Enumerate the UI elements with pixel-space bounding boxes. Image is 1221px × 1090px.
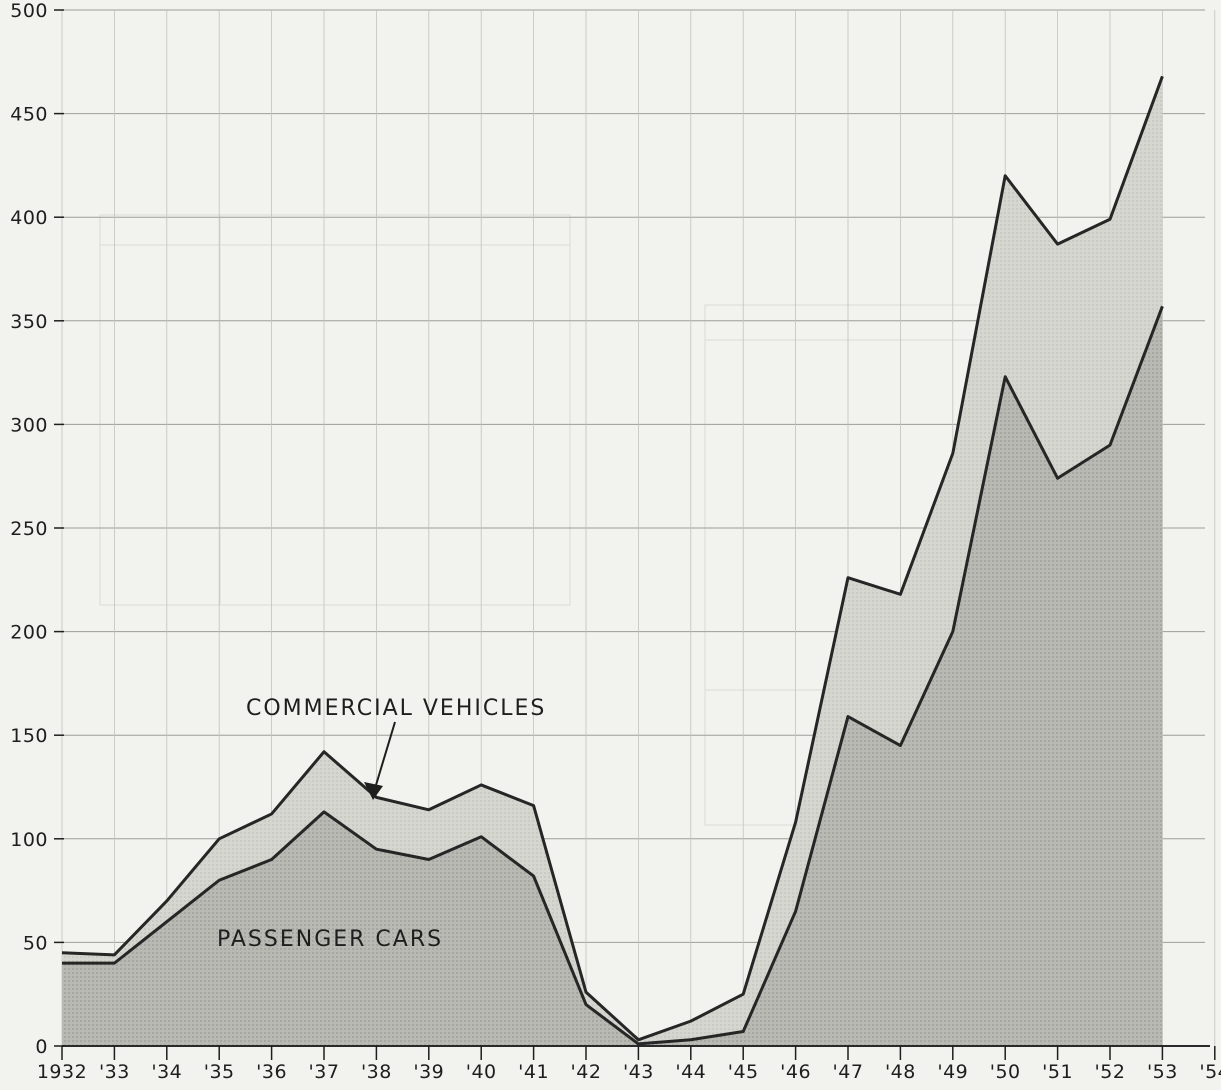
x-tick-label: '38 [361, 1061, 392, 1083]
x-tick-label: '45 [728, 1061, 759, 1083]
x-tick-label: '35 [204, 1061, 235, 1083]
x-tick-label: '42 [571, 1061, 602, 1083]
x-tick-label: '49 [937, 1061, 968, 1083]
y-tick-label: 50 [23, 932, 48, 954]
x-tick-label: '36 [256, 1061, 287, 1083]
y-axis-ticks: 0 50 100 150 200 250 300 350 400 450 500 [10, 0, 64, 1058]
passenger-cars-area [62, 306, 1163, 1046]
commercial-vehicles-line [61, 75, 1164, 1042]
x-tick-label: '40 [466, 1061, 497, 1083]
x-tick-label: '37 [309, 1061, 340, 1083]
y-tick-label: 0 [35, 1036, 48, 1058]
passenger-cars-label: PASSENGER CARS [217, 927, 443, 952]
y-tick-label: 350 [10, 311, 48, 333]
y-tick-label: 200 [10, 622, 48, 644]
y-tick-label: 100 [10, 829, 48, 851]
x-tick-label: '39 [413, 1061, 444, 1083]
y-tick-label: 400 [10, 207, 48, 229]
y-tick-label: 300 [10, 414, 48, 436]
commercial-vehicles-label: COMMERCIAL VEHICLES [246, 696, 546, 721]
x-tick-label: '51 [1042, 1061, 1073, 1083]
x-tick-label: '48 [885, 1061, 916, 1083]
x-tick-label: '41 [518, 1061, 549, 1083]
x-tick-label: '50 [990, 1061, 1021, 1083]
x-tick-label: '44 [675, 1061, 706, 1083]
passenger-cars-line [62, 305, 1164, 1046]
x-tick-label: '46 [780, 1061, 811, 1083]
x-tick-label: '53 [1147, 1061, 1178, 1083]
area-fills [62, 76, 1163, 1046]
x-tick-label: '43 [623, 1061, 654, 1083]
x-tick-label: '52 [1095, 1061, 1126, 1083]
y-tick-label: 450 [10, 104, 48, 126]
x-axis-ticks: 1932 '33 '34 '35 '36 '37 '38 '39 '40 '41 '42 '43 '44… [37, 1046, 1221, 1083]
series-lines [61, 75, 1164, 1046]
x-tick-label: '33 [99, 1061, 130, 1083]
x-tick-label: '34 [151, 1061, 182, 1083]
x-tick-label: 1932 [37, 1061, 87, 1083]
x-tick-label: '47 [833, 1061, 864, 1083]
annotation-arrow [364, 721, 396, 800]
y-tick-label: 150 [10, 725, 48, 747]
y-tick-label: 250 [10, 518, 48, 540]
x-tick-label: '54 [1199, 1061, 1221, 1083]
y-tick-label: 500 [10, 0, 48, 22]
